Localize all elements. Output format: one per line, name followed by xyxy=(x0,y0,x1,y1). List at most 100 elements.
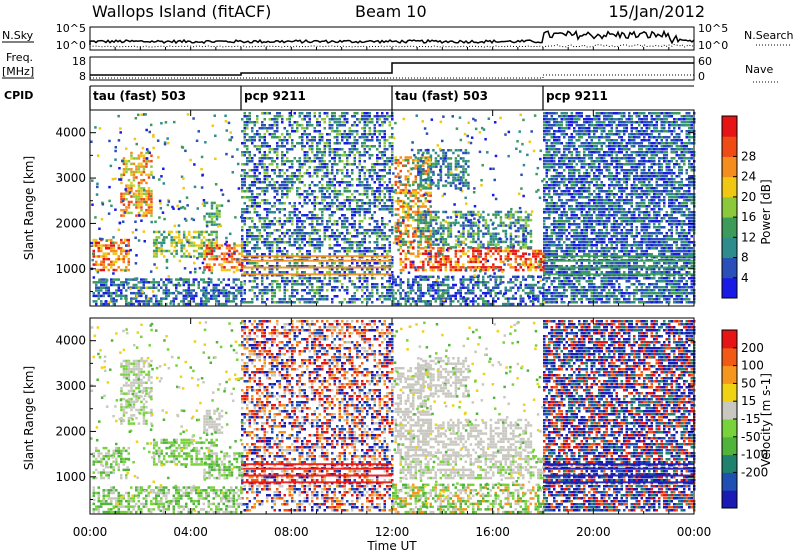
data-cell xyxy=(658,184,661,187)
data-cell xyxy=(266,217,269,220)
data-cell xyxy=(363,235,366,238)
data-cell xyxy=(645,145,648,148)
data-cell xyxy=(391,286,394,289)
data-cell xyxy=(648,295,651,298)
data-cell xyxy=(663,250,666,253)
data-cell xyxy=(391,154,394,157)
data-cell xyxy=(613,148,616,151)
data-cell xyxy=(283,202,286,205)
data-cell xyxy=(306,112,309,115)
data-cell xyxy=(550,184,553,187)
data-cell xyxy=(615,232,618,235)
data-cell xyxy=(588,199,591,202)
data-cell xyxy=(560,160,563,163)
data-cell xyxy=(610,124,613,127)
data-cell xyxy=(281,175,284,178)
data-cell xyxy=(653,175,656,178)
data-cell xyxy=(638,247,641,250)
data-cell xyxy=(298,265,301,268)
data-cell xyxy=(613,262,616,265)
data-cell xyxy=(341,286,344,289)
data-cell xyxy=(563,232,566,235)
data-cell xyxy=(368,205,371,208)
data-cell xyxy=(625,130,628,133)
data-cell xyxy=(263,124,266,127)
data-cell xyxy=(683,286,686,289)
data-cell xyxy=(296,283,299,286)
data-cell xyxy=(383,247,386,250)
data-cell xyxy=(608,169,611,172)
data-cell xyxy=(328,226,331,229)
data-cell xyxy=(573,283,576,286)
data-cell xyxy=(628,286,631,289)
data-cell xyxy=(650,196,653,199)
data-cell xyxy=(376,139,379,142)
data-cell xyxy=(371,154,374,157)
data-cell xyxy=(568,190,571,193)
data-cell xyxy=(585,118,588,121)
data-cell xyxy=(663,292,666,295)
data-cell xyxy=(298,172,301,175)
data-cell xyxy=(333,148,336,151)
data-cell xyxy=(241,247,244,250)
data-cell xyxy=(251,298,254,301)
data-cell xyxy=(363,292,366,295)
data-cell xyxy=(578,181,581,184)
data-cell xyxy=(321,283,324,286)
data-cell xyxy=(663,190,666,193)
data-cell xyxy=(366,181,369,184)
data-cell xyxy=(298,202,301,205)
data-cell xyxy=(553,202,556,205)
data-cell xyxy=(348,190,351,193)
data-cell xyxy=(243,256,246,259)
data-cell xyxy=(563,118,566,121)
data-cell xyxy=(655,235,658,238)
data-cell xyxy=(261,280,264,283)
data-cell xyxy=(278,169,281,172)
data-cell xyxy=(608,139,611,142)
data-cell xyxy=(575,223,578,226)
data-cell xyxy=(331,118,334,121)
data-cell xyxy=(261,235,264,238)
data-cell xyxy=(593,145,596,148)
data-cell xyxy=(348,133,351,136)
data-cell xyxy=(298,124,301,127)
data-cell xyxy=(286,196,289,199)
data-cell xyxy=(618,112,621,115)
data-cell xyxy=(625,178,628,181)
data-cell xyxy=(251,205,254,208)
data-cell xyxy=(306,301,309,304)
data-cell xyxy=(683,265,686,268)
data-cell xyxy=(261,163,264,166)
data-cell xyxy=(548,298,551,301)
data-cell xyxy=(623,292,626,295)
data-cell xyxy=(388,172,391,175)
data-cell xyxy=(573,229,576,232)
data-cell xyxy=(366,169,369,172)
data-cell xyxy=(638,214,641,217)
data-cell xyxy=(585,214,588,217)
data-cell xyxy=(333,154,336,157)
data-cell xyxy=(553,292,556,295)
data-cell xyxy=(296,121,299,124)
data-cell xyxy=(356,142,359,145)
data-cell xyxy=(338,232,341,235)
data-cell xyxy=(578,172,581,175)
data-cell xyxy=(678,235,681,238)
data-cell xyxy=(363,139,366,142)
data-cell xyxy=(311,277,314,280)
data-cell xyxy=(608,283,611,286)
data-cell xyxy=(593,295,596,298)
data-cell xyxy=(313,190,316,193)
data-cell xyxy=(278,208,281,211)
data-cell xyxy=(266,154,269,157)
data-cell xyxy=(381,178,384,181)
data-cell xyxy=(271,286,274,289)
data-cell xyxy=(368,265,371,268)
data-cell xyxy=(588,244,591,247)
data-cell xyxy=(361,256,364,259)
data-cell xyxy=(378,145,381,148)
data-cell xyxy=(348,163,351,166)
data-cell xyxy=(643,295,646,298)
data-cell xyxy=(563,211,566,214)
